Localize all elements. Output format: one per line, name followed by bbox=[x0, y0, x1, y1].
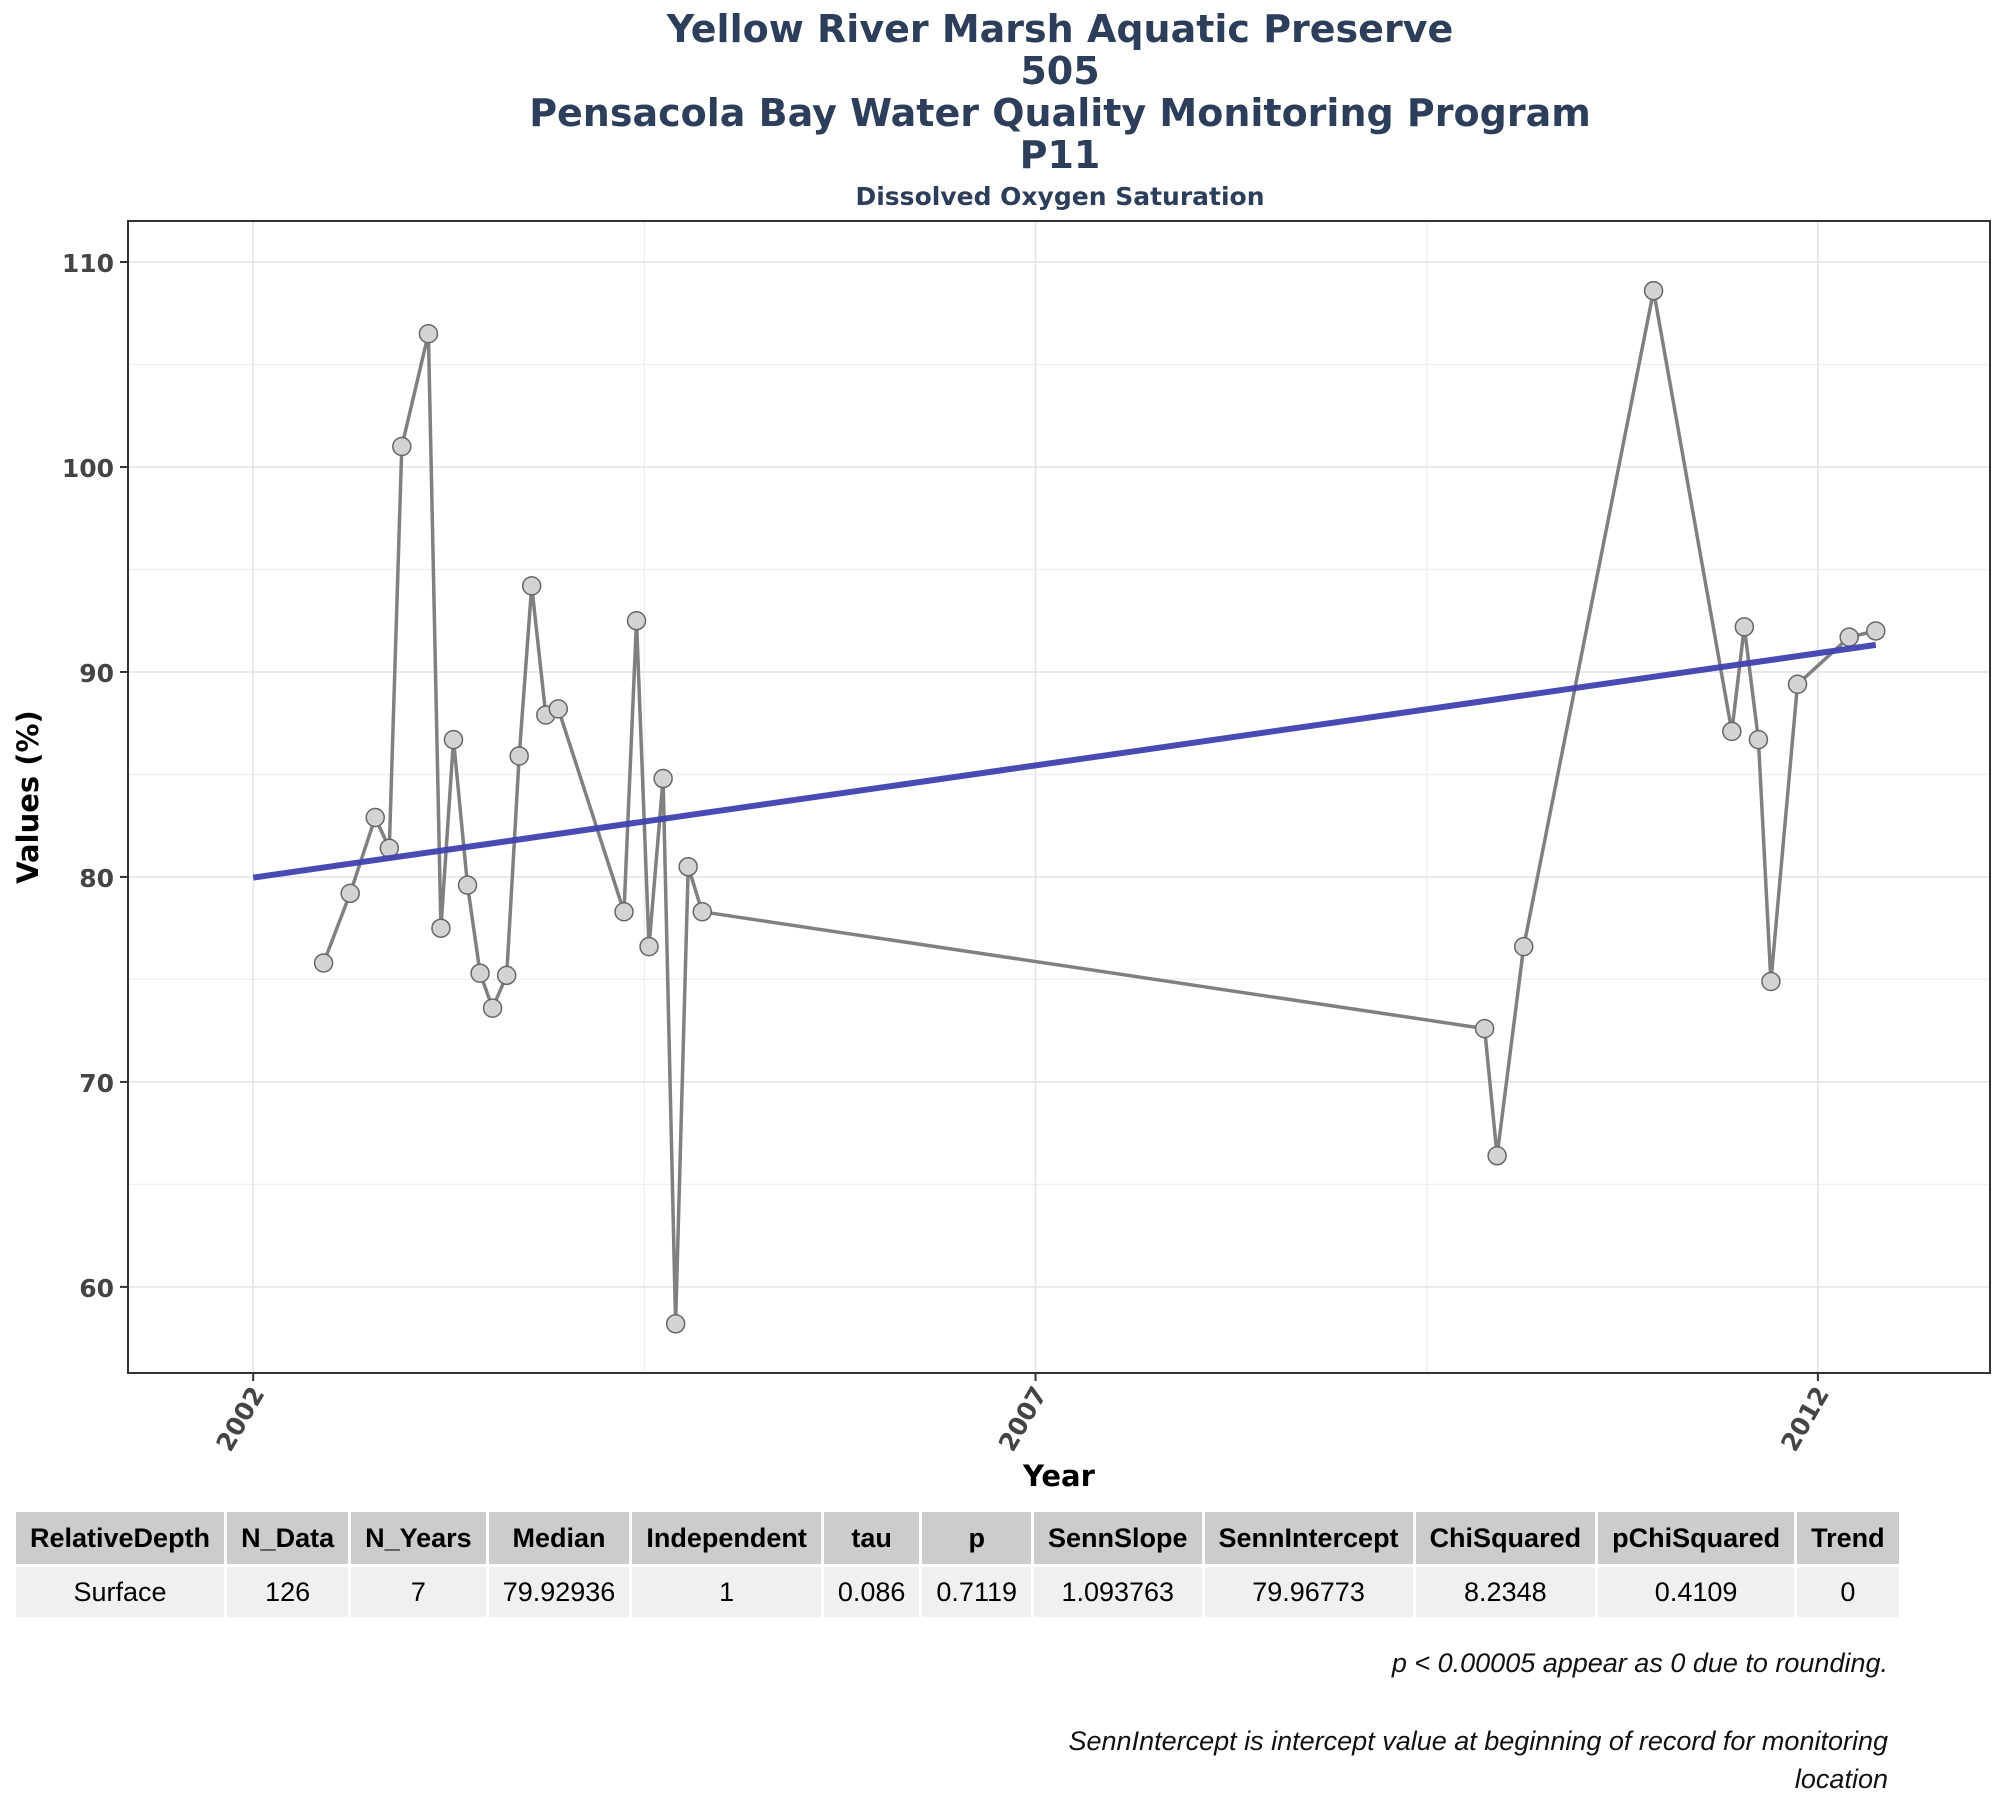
column-header: Trend bbox=[1795, 1512, 1902, 1566]
x-axis-label: Year bbox=[1022, 1459, 1096, 1493]
y-tick-label: 100 bbox=[62, 454, 114, 483]
footnote-rounding: p < 0.00005 appear as 0 due to rounding. bbox=[1391, 1648, 1888, 1678]
data-point bbox=[470, 963, 490, 984]
column-header: p bbox=[920, 1512, 1034, 1566]
table-cell: 0.7119 bbox=[920, 1564, 1034, 1617]
table-header-row: RelativeDepth N_Data N_Years Median Independ… bbox=[16, 1512, 1902, 1566]
data-point bbox=[548, 699, 569, 719]
table-cell: 0 bbox=[1795, 1564, 1902, 1617]
data-point bbox=[692, 902, 712, 922]
title-line-4: P11 bbox=[1019, 133, 1101, 177]
series-layer bbox=[252, 280, 1886, 1334]
data-point bbox=[653, 768, 673, 789]
trend-line bbox=[252, 641, 1877, 881]
data-point bbox=[482, 998, 503, 1018]
data-line bbox=[321, 288, 1877, 1326]
table-cell: 8.2348 bbox=[1414, 1564, 1599, 1617]
data-point bbox=[639, 936, 659, 957]
column-header: Independent bbox=[630, 1512, 824, 1566]
y-tick-label: 60 bbox=[79, 1274, 114, 1303]
y-axis-label: Values (%) bbox=[11, 710, 45, 884]
data-point bbox=[431, 918, 451, 938]
title-line-1: Yellow River Marsh Aquatic Preserve bbox=[666, 7, 1454, 51]
data-point bbox=[1643, 280, 1664, 301]
data-point bbox=[509, 746, 529, 766]
axes-layer: 60 70 80 90 100 110 2002 2007 2012 bbox=[62, 249, 1835, 1456]
column-header: N_Years bbox=[349, 1512, 489, 1566]
data-point bbox=[1748, 729, 1769, 750]
title-line-3: Pensacola Bay Water Quality Monitoring P… bbox=[529, 91, 1591, 135]
data-point bbox=[1474, 1018, 1495, 1039]
data-point bbox=[418, 323, 439, 344]
y-tick-label: 110 bbox=[62, 249, 114, 278]
column-header: pChiSquared bbox=[1596, 1512, 1798, 1566]
data-point bbox=[1487, 1145, 1507, 1166]
data-point bbox=[1761, 971, 1781, 992]
x-tick-label: 2012 bbox=[1775, 1382, 1835, 1457]
data-point bbox=[614, 902, 634, 922]
data-point bbox=[1839, 627, 1859, 647]
table-cell: 79.92936 bbox=[487, 1564, 633, 1617]
column-header: RelativeDepth bbox=[16, 1512, 228, 1566]
table-cell: 126 bbox=[225, 1564, 352, 1617]
data-point bbox=[392, 436, 412, 457]
trend-statistics-table: RelativeDepth N_Data N_Years Median Independ… bbox=[16, 1512, 1902, 1617]
chart-subtitle: Dissolved Oxygen Saturation bbox=[855, 182, 1265, 211]
column-header: N_Data bbox=[225, 1512, 352, 1566]
data-point bbox=[340, 883, 360, 904]
line-chart: 60 70 80 90 100 110 2002 2007 2012 Year Values (… bbox=[11, 220, 1991, 1493]
table-cell: 0.4109 bbox=[1596, 1564, 1798, 1617]
data-point bbox=[1722, 721, 1742, 742]
column-header: SennIntercept bbox=[1203, 1512, 1416, 1566]
data-point bbox=[665, 1314, 686, 1334]
table-cell: 7 bbox=[349, 1564, 489, 1617]
chart-titles: Yellow River Marsh Aquatic Preserve 505 … bbox=[0, 8, 2000, 214]
column-header: ChiSquared bbox=[1414, 1512, 1599, 1566]
column-header: tau bbox=[822, 1512, 923, 1566]
data-point bbox=[1734, 617, 1755, 637]
column-header: SennSlope bbox=[1032, 1512, 1205, 1566]
column-header: Median bbox=[487, 1512, 633, 1566]
table-cell: Surface bbox=[16, 1564, 228, 1617]
table-cell: 1 bbox=[630, 1564, 824, 1617]
data-point bbox=[626, 610, 647, 631]
data-point bbox=[1787, 674, 1808, 695]
title-line-2: 505 bbox=[1020, 49, 1100, 93]
footnote-intercept: SennIntercept is intercept value at begi… bbox=[1068, 1726, 1888, 1794]
y-tick-label: 90 bbox=[79, 659, 114, 688]
data-point bbox=[1513, 936, 1534, 957]
table-cell: 0.086 bbox=[822, 1564, 923, 1617]
data-point bbox=[1866, 621, 1886, 641]
data-point bbox=[678, 856, 698, 877]
y-tick-label: 70 bbox=[79, 1069, 114, 1098]
y-tick-label: 80 bbox=[79, 864, 114, 893]
table-row: Surface 126 7 79.92936 1 0.086 0.7119 1.093763 7… bbox=[16, 1564, 1902, 1617]
table-body: Surface 126 7 79.92936 1 0.086 0.7119 1.093763 7… bbox=[16, 1564, 1902, 1617]
data-point bbox=[496, 965, 517, 986]
data-point bbox=[457, 875, 478, 895]
gridlines bbox=[128, 221, 1990, 1373]
table-cell: 1.093763 bbox=[1032, 1564, 1205, 1617]
data-point bbox=[313, 953, 334, 973]
data-point bbox=[365, 807, 385, 828]
table-cell: 79.96773 bbox=[1203, 1564, 1416, 1617]
plot-panel-border bbox=[127, 220, 1991, 1374]
x-tick-label: 2007 bbox=[993, 1382, 1053, 1457]
data-point bbox=[521, 576, 542, 596]
x-tick-label: 2002 bbox=[210, 1382, 270, 1457]
data-point bbox=[443, 729, 464, 750]
